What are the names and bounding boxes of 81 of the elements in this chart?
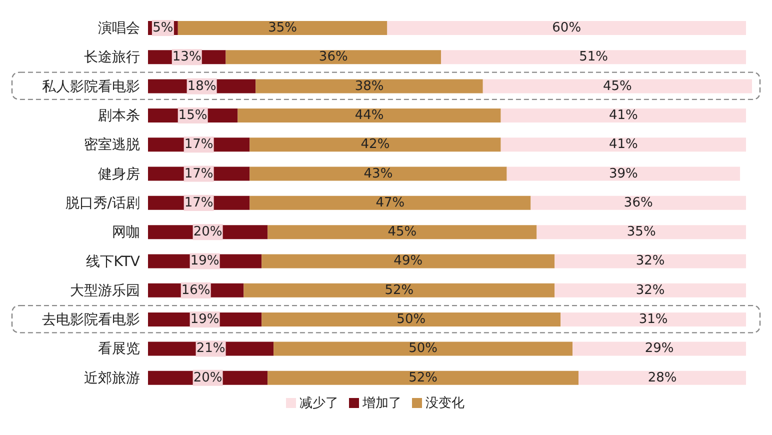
bar [274,342,573,356]
data-label: 41% [608,108,638,123]
data-label: 15% [178,108,208,123]
data-label: 45% [388,224,417,240]
data-label: 52% [384,282,414,298]
bar [560,312,746,327]
y-tick-label: 大型游乐园 [70,282,140,299]
bar [256,79,483,94]
bar [530,196,746,210]
y-tick-label: 看展览 [98,341,140,358]
bar [238,108,501,122]
bar [250,166,507,181]
y-tick-label: 长途旅行 [84,50,140,66]
y-tick-label: 脱口秀/话剧 [65,195,140,212]
bar [387,21,746,35]
y-tick-label: 健身房 [98,166,140,182]
data-label: 21% [196,341,226,356]
data-label: 52% [408,370,438,386]
bar [250,196,531,210]
data-label: 18% [187,78,216,94]
y-tick-label: 网咖 [112,224,140,241]
data-label: 36% [624,195,653,210]
bar [262,254,555,268]
y-tick-label: 去电影院看电影 [42,312,140,328]
y-tick-label: 私人影院看电影 [42,78,140,95]
data-label: 43% [364,166,393,182]
data-label: 16% [181,282,210,298]
y-tick-label: 近郊旅游 [84,370,140,386]
data-label: 50% [396,312,426,328]
data-label: 19% [190,312,220,328]
data-label: 45% [602,78,632,94]
legend-label: 增加了 [362,396,402,411]
data-label: 41% [608,137,638,152]
bar [554,254,746,268]
data-label: 51% [579,50,608,65]
y-tick-label: 密室逃脱 [84,137,140,154]
data-label: 32% [636,282,665,298]
data-label: 38% [354,78,384,94]
data-label: 47% [376,195,405,210]
bar [178,21,388,35]
y-tick-label: 线下KTV [86,254,140,270]
bar [262,312,561,327]
bar [441,50,746,64]
bar [482,79,752,94]
bar [500,138,746,152]
bar [500,108,746,122]
data-label: 35% [626,224,656,240]
data-label: 13% [172,50,202,65]
bar [226,50,442,64]
data-label: 20% [193,370,222,386]
data-label: 19% [190,254,220,269]
y-tick-label: 剧本杀 [98,108,140,124]
data-label: 17% [184,166,214,182]
data-label: 36% [318,50,348,65]
data-label: 20% [193,224,222,240]
legend-label: 没变化 [426,396,464,411]
data-label: 31% [638,312,668,328]
data-label: 42% [360,137,390,152]
bar [554,283,746,298]
data-label: 32% [636,254,665,269]
data-label: 44% [354,108,384,123]
bar [250,138,501,152]
y-tick-label: 演唱会 [98,20,140,37]
data-label: 35% [268,20,298,36]
bar [268,225,537,240]
bar [244,283,555,298]
data-label: 17% [184,137,214,152]
data-label: 28% [648,370,677,386]
data-label: 17% [184,195,214,210]
data-label: 5% [152,20,174,36]
data-label: 29% [644,341,674,356]
bar [268,370,579,385]
bar [578,370,746,385]
data-label: 39% [608,166,638,182]
data-label: 49% [394,254,423,269]
data-label: 50% [408,341,438,356]
bar [536,225,746,240]
legend-label: 减少了 [300,396,338,411]
bar [506,166,740,181]
bar [572,342,746,356]
data-label: 60% [552,20,582,36]
